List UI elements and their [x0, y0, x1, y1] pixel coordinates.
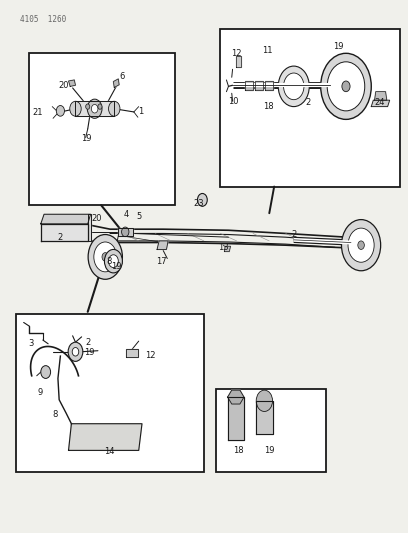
Text: 18: 18	[263, 102, 274, 111]
Circle shape	[358, 241, 364, 249]
Text: 19: 19	[111, 262, 122, 271]
Polygon shape	[88, 214, 91, 241]
Circle shape	[342, 81, 350, 92]
Circle shape	[284, 73, 304, 100]
Text: 17: 17	[156, 257, 166, 265]
Text: 2: 2	[58, 233, 63, 241]
Polygon shape	[265, 81, 273, 90]
Text: 18: 18	[233, 446, 244, 455]
Text: 4105  1260: 4105 1260	[20, 15, 67, 24]
Circle shape	[94, 242, 117, 272]
Circle shape	[256, 390, 273, 411]
Text: 21: 21	[32, 109, 43, 117]
Circle shape	[91, 104, 98, 113]
Text: 12: 12	[145, 351, 155, 360]
Circle shape	[197, 193, 207, 206]
Polygon shape	[113, 79, 119, 87]
Text: 8: 8	[52, 410, 58, 419]
Text: 14: 14	[104, 447, 115, 456]
Text: 3: 3	[28, 340, 33, 348]
Circle shape	[341, 220, 381, 271]
Text: 4: 4	[124, 210, 129, 219]
Polygon shape	[375, 92, 387, 100]
Circle shape	[348, 228, 374, 262]
Polygon shape	[371, 100, 390, 107]
Circle shape	[70, 101, 81, 116]
Text: 19: 19	[81, 134, 92, 143]
Bar	[216, 389, 326, 472]
Circle shape	[327, 62, 365, 111]
Text: 2: 2	[306, 98, 310, 107]
Text: 1: 1	[138, 108, 143, 116]
Text: 6: 6	[120, 72, 125, 80]
Bar	[16, 314, 204, 472]
Circle shape	[102, 253, 109, 261]
Polygon shape	[157, 241, 168, 249]
Text: 2: 2	[291, 230, 296, 239]
Circle shape	[72, 348, 79, 356]
Polygon shape	[126, 349, 138, 357]
Circle shape	[278, 66, 309, 107]
Text: 2: 2	[85, 338, 90, 346]
Text: 19: 19	[333, 43, 344, 51]
Circle shape	[109, 101, 120, 116]
Circle shape	[87, 99, 102, 118]
Text: 11: 11	[262, 46, 273, 55]
Circle shape	[56, 106, 64, 116]
Circle shape	[98, 104, 102, 109]
Bar	[220, 29, 400, 187]
Circle shape	[41, 366, 51, 378]
Text: 9: 9	[38, 388, 42, 397]
Circle shape	[109, 255, 118, 268]
Polygon shape	[228, 397, 244, 440]
Polygon shape	[245, 81, 253, 90]
Circle shape	[104, 249, 122, 273]
Circle shape	[68, 342, 83, 361]
Text: 20: 20	[92, 214, 102, 223]
Bar	[29, 53, 175, 205]
Text: 19: 19	[84, 349, 95, 357]
Text: 10: 10	[228, 97, 239, 106]
Circle shape	[88, 235, 122, 279]
Circle shape	[122, 227, 129, 237]
Text: 8: 8	[106, 257, 112, 265]
Polygon shape	[75, 101, 114, 116]
Polygon shape	[256, 401, 273, 434]
Polygon shape	[118, 228, 133, 236]
Polygon shape	[228, 390, 244, 404]
Circle shape	[321, 53, 371, 119]
Polygon shape	[255, 81, 263, 90]
Polygon shape	[41, 214, 91, 224]
Text: 20: 20	[58, 81, 69, 90]
Text: 19: 19	[264, 446, 275, 455]
Text: 12: 12	[231, 49, 242, 58]
Polygon shape	[41, 224, 88, 241]
Text: 24: 24	[374, 98, 385, 107]
Polygon shape	[236, 56, 241, 67]
Text: 23: 23	[194, 199, 204, 208]
Text: 5: 5	[136, 212, 141, 221]
Polygon shape	[69, 80, 75, 86]
Circle shape	[86, 104, 90, 109]
Polygon shape	[224, 246, 231, 252]
Polygon shape	[69, 424, 142, 450]
Text: 13: 13	[218, 244, 229, 252]
